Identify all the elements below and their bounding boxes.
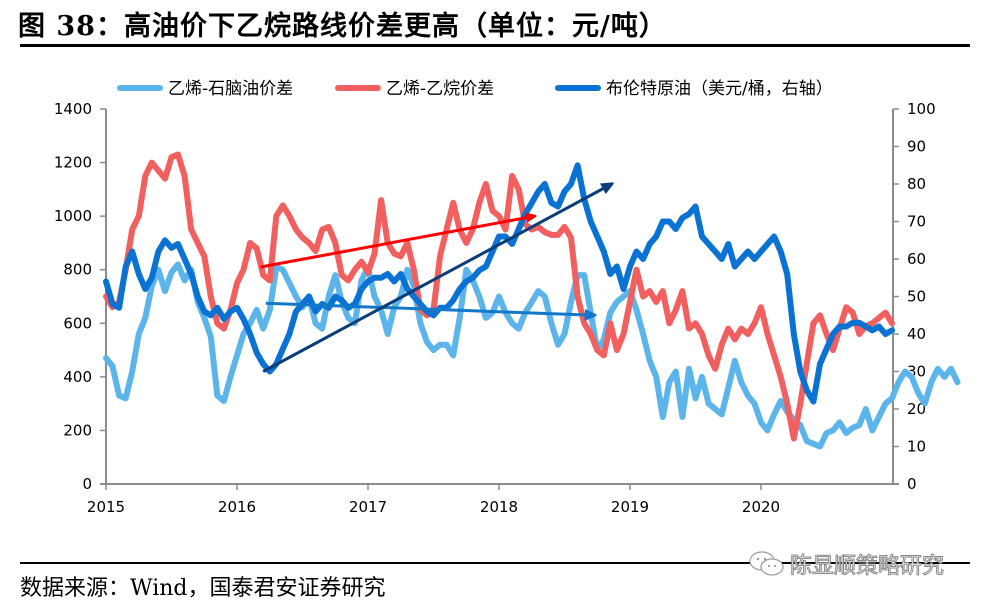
series-layer: [103, 151, 961, 450]
x-tick-label: 2019: [611, 498, 649, 516]
y-tick-label-left: 0: [82, 475, 92, 493]
y-tick-label-left: 1000: [54, 207, 92, 225]
y-tick-label-right: 20: [907, 400, 926, 418]
data-source: 数据来源：Wind，国泰君安证券研究: [20, 576, 386, 601]
trend-arrow-ethane-spread: [260, 216, 535, 269]
legend-label-1: 乙烯-石脑油价差: [168, 79, 293, 99]
series-line-2: [103, 151, 895, 442]
figure-title: 图 38：高油价下乙烷路线价差更高（单位：元/吨）: [18, 11, 667, 42]
trend-arrow-brent: [262, 184, 611, 373]
legend-label-3: 布伦特原油（美元/桶，右轴）: [606, 79, 833, 99]
y-tick-label-left: 200: [63, 421, 92, 439]
y-tick-label-left: 600: [63, 314, 92, 332]
x-tick-label: 2015: [87, 498, 125, 516]
y-tick-label-right: 80: [907, 175, 926, 193]
y-tick-label-left: 800: [63, 261, 92, 279]
y-tick-label-left: 400: [63, 368, 92, 386]
series-line-3: [103, 162, 895, 405]
y-tick-label-right: 50: [907, 288, 926, 306]
title-rule: [20, 44, 970, 47]
wechat-icon: [749, 551, 784, 576]
y-tick-label-right: 70: [907, 213, 926, 231]
x-tick-label: 2018: [480, 498, 518, 516]
watermark: 陈显顺策略研究: [748, 548, 945, 580]
y-tick-label-right: 0: [907, 475, 917, 493]
x-tick-label: 2020: [742, 498, 780, 516]
y-tick-label-right: 10: [907, 438, 926, 456]
y-tick-label-right: 60: [907, 250, 926, 268]
y-tick-label-right: 90: [907, 138, 926, 156]
legend: 乙烯-石脑油价差 乙烯-乙烷价差 布伦特原油（美元/桶，右轴）: [117, 79, 833, 99]
x-tick-label: 2017: [349, 498, 387, 516]
trend-arrow-naphtha-spread: [265, 301, 595, 315]
y-tick-label-left: 1200: [54, 154, 92, 172]
y-tick-label-left: 1400: [54, 100, 92, 118]
x-tick-label: 2016: [218, 498, 256, 516]
source-rule: [20, 562, 970, 564]
axes: 0200400600800100012001400010203040506070…: [54, 100, 936, 516]
legend-label-2: 乙烯-乙烷价差: [386, 79, 494, 99]
watermark-text: 陈显顺策略研究: [789, 553, 945, 579]
y-tick-label-right: 100: [907, 100, 936, 118]
annotations-layer: [260, 184, 612, 373]
y-tick-label-right: 40: [907, 325, 926, 343]
